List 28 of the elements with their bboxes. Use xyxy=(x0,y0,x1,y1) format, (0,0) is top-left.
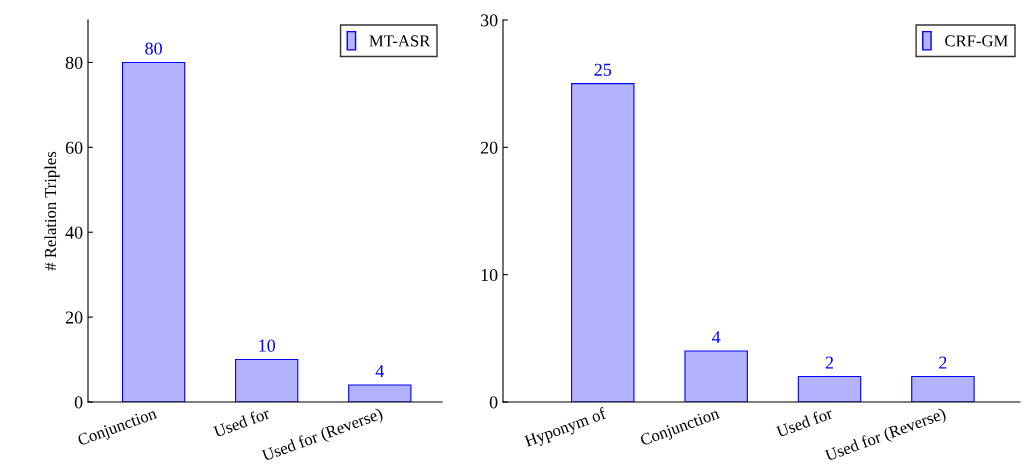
y-tick-label: 60 xyxy=(65,141,83,154)
bar xyxy=(235,359,299,402)
bar xyxy=(797,375,862,402)
bar xyxy=(121,61,186,402)
data-label: 4 xyxy=(711,331,721,344)
data-label: 4 xyxy=(375,365,385,378)
data-label: 80 xyxy=(145,42,162,55)
y-tick-label: 30 xyxy=(480,14,498,27)
x-tick-label: Used for xyxy=(212,406,271,438)
data-label: 25 xyxy=(594,63,612,76)
legend-label: CRF-GM xyxy=(945,35,1008,47)
data-label: 10 xyxy=(259,339,276,352)
y-tick-label: 20 xyxy=(65,311,83,324)
y-tick-label: 80 xyxy=(65,56,83,69)
y-tick-label: 20 xyxy=(480,141,498,154)
y-tick-label: 0 xyxy=(74,396,83,409)
data-label: 2 xyxy=(939,356,947,369)
bar xyxy=(571,83,635,402)
bar xyxy=(684,350,748,402)
legend-label: MT-ASR xyxy=(369,35,431,47)
data-label: 2 xyxy=(825,356,834,369)
bar xyxy=(348,384,412,402)
y-tick-label: 10 xyxy=(481,268,498,282)
y-tick-label: 0 xyxy=(489,396,498,409)
bar xyxy=(911,375,975,402)
y-tick-label: 40 xyxy=(65,226,83,239)
x-tick-label: Used for xyxy=(775,406,834,438)
y-axis-title: # Relation Triples xyxy=(44,151,60,271)
